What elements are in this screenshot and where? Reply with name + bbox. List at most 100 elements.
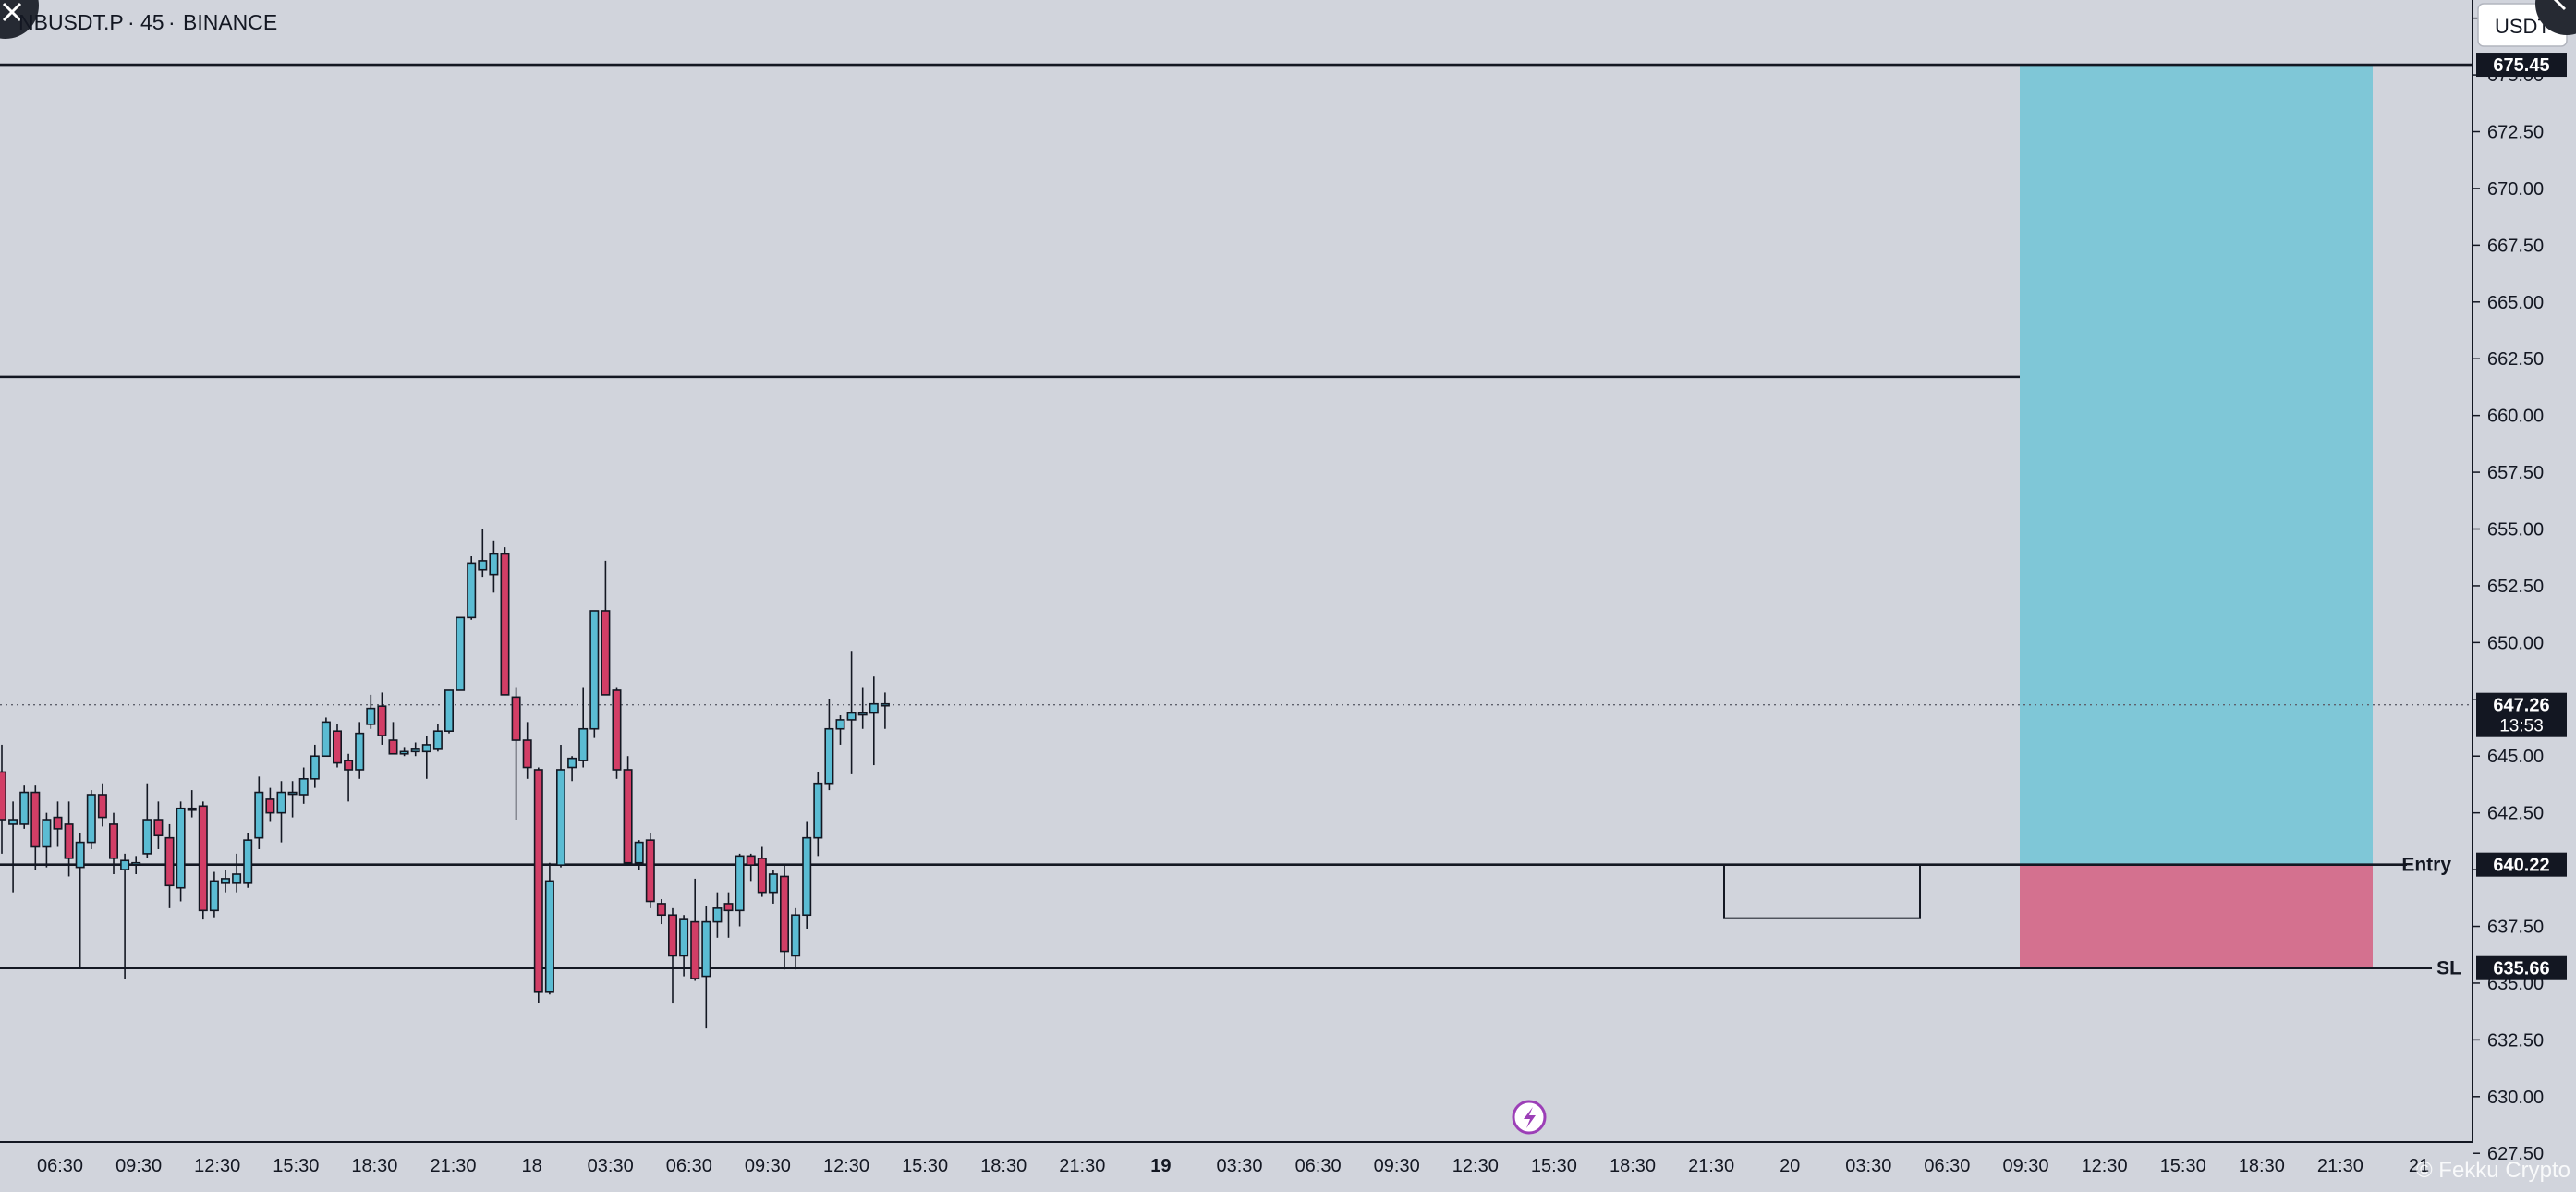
price-tick: 657.50 xyxy=(2473,463,2544,483)
candle[interactable] xyxy=(19,785,30,829)
candle[interactable] xyxy=(824,699,834,791)
candle[interactable] xyxy=(344,753,354,802)
candle[interactable] xyxy=(0,744,6,854)
candle[interactable] xyxy=(869,676,879,766)
candle[interactable] xyxy=(500,547,510,696)
candle[interactable] xyxy=(176,801,186,902)
candle-body xyxy=(489,553,499,576)
candle[interactable] xyxy=(332,724,342,768)
candle[interactable] xyxy=(589,610,600,738)
candle[interactable] xyxy=(109,812,119,874)
candle[interactable] xyxy=(567,756,577,782)
time-tick-label: 09:30 xyxy=(2002,1156,2048,1176)
candle[interactable] xyxy=(478,529,488,578)
candle[interactable] xyxy=(522,722,532,779)
time-tick-label: 19 xyxy=(1150,1156,1171,1176)
candle[interactable] xyxy=(456,616,466,691)
candle[interactable] xyxy=(802,821,812,929)
candle[interactable] xyxy=(254,776,264,849)
candle[interactable] xyxy=(377,692,387,745)
candle[interactable] xyxy=(544,862,554,995)
candle[interactable] xyxy=(164,823,175,908)
candle[interactable] xyxy=(511,687,521,821)
candle-body xyxy=(410,748,420,753)
candle[interactable] xyxy=(321,717,331,758)
candle[interactable] xyxy=(667,907,677,1004)
candle[interactable] xyxy=(634,840,644,870)
candle[interactable] xyxy=(779,865,789,970)
candle[interactable] xyxy=(298,767,309,804)
candle[interactable] xyxy=(679,915,689,977)
candle[interactable] xyxy=(410,742,420,757)
candle[interactable] xyxy=(120,853,130,979)
price-axis[interactable] xyxy=(2473,0,2576,1192)
candle[interactable] xyxy=(813,772,823,857)
candle[interactable] xyxy=(187,790,197,818)
candle[interactable] xyxy=(645,833,655,908)
time-tick-label: 03:30 xyxy=(1216,1156,1262,1176)
candle[interactable] xyxy=(880,692,890,729)
candle[interactable] xyxy=(612,687,622,779)
loss-zone[interactable] xyxy=(2020,864,2373,968)
candle[interactable] xyxy=(243,833,253,888)
candle[interactable] xyxy=(735,853,745,927)
candle[interactable] xyxy=(857,687,868,729)
candle[interactable] xyxy=(746,853,756,882)
candle[interactable] xyxy=(623,756,633,866)
candle[interactable] xyxy=(533,767,543,1004)
candle[interactable] xyxy=(86,790,96,849)
candle[interactable] xyxy=(42,812,52,868)
candle-body xyxy=(131,861,141,866)
collapse-overlay-button[interactable] xyxy=(2535,0,2576,35)
candle[interactable] xyxy=(265,787,275,822)
candle-body xyxy=(388,739,398,755)
candle[interactable] xyxy=(489,540,499,593)
candle[interactable] xyxy=(846,651,857,774)
candle[interactable] xyxy=(142,783,152,858)
price-tick-label: 642.50 xyxy=(2487,804,2544,824)
candle[interactable] xyxy=(8,801,18,893)
candle[interactable] xyxy=(432,724,443,752)
candle[interactable] xyxy=(30,785,41,870)
candle[interactable] xyxy=(835,715,845,745)
candle[interactable] xyxy=(723,892,734,938)
candle[interactable] xyxy=(198,801,208,920)
candle[interactable] xyxy=(366,694,376,729)
time-tick-label: 21:30 xyxy=(1059,1156,1105,1176)
candle[interactable] xyxy=(601,560,611,696)
candle[interactable] xyxy=(690,878,700,981)
candle[interactable] xyxy=(310,744,320,788)
candle[interactable] xyxy=(53,801,63,847)
candle[interactable] xyxy=(221,870,231,893)
candle[interactable] xyxy=(153,801,164,849)
candle[interactable] xyxy=(768,870,778,904)
symbol-info[interactable]: NBUSDT.P · 45 · BINANCE xyxy=(18,10,277,34)
candle-body xyxy=(232,873,242,884)
candle[interactable] xyxy=(276,781,286,843)
candle[interactable] xyxy=(97,783,107,827)
candle[interactable] xyxy=(75,833,85,967)
candle[interactable] xyxy=(232,853,242,893)
candle[interactable] xyxy=(287,781,298,818)
candle[interactable] xyxy=(701,906,711,1029)
candle[interactable] xyxy=(399,747,409,757)
candle[interactable] xyxy=(388,722,398,755)
candle[interactable] xyxy=(757,846,767,897)
price-tick-label: 662.50 xyxy=(2487,349,2544,370)
candle[interactable] xyxy=(355,722,365,779)
candle[interactable] xyxy=(131,856,141,874)
candle[interactable] xyxy=(421,736,431,779)
candle[interactable] xyxy=(712,892,723,938)
candle[interactable] xyxy=(791,907,801,970)
candle[interactable] xyxy=(64,801,74,877)
candle[interactable] xyxy=(444,689,454,734)
candle[interactable] xyxy=(555,744,565,868)
profit-zone[interactable] xyxy=(2020,65,2373,865)
candle-body xyxy=(310,755,320,780)
time-tick-label: 12:30 xyxy=(1452,1156,1499,1176)
candle[interactable] xyxy=(467,556,477,620)
candle[interactable] xyxy=(578,687,589,768)
candle[interactable] xyxy=(656,899,666,925)
candle[interactable] xyxy=(209,871,219,918)
